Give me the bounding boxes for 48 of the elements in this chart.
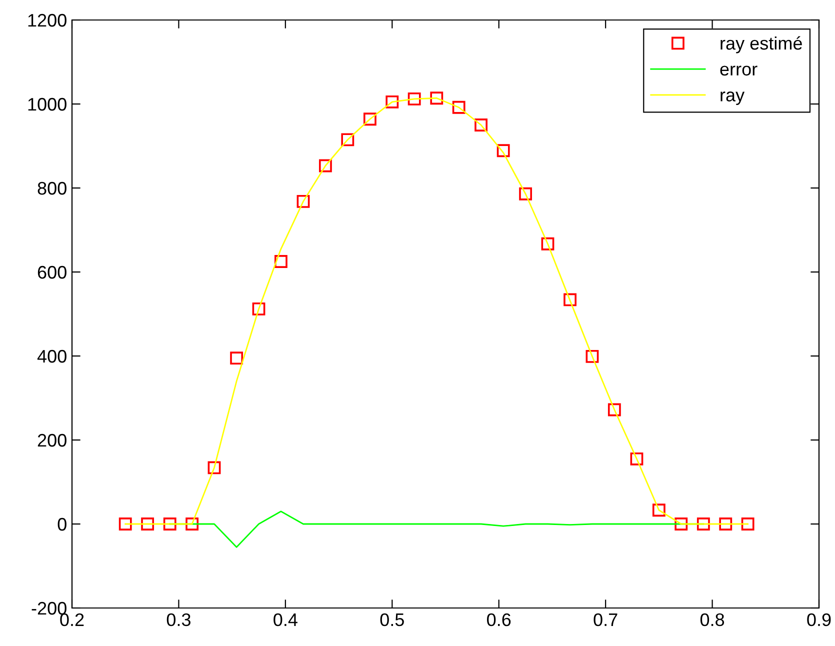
point <box>652 504 666 517</box>
point <box>430 92 444 105</box>
x-tick-label: 0.2 <box>60 613 84 626</box>
point <box>452 100 466 114</box>
point <box>274 255 288 268</box>
x-tick-label: 0.9 <box>807 613 831 626</box>
point <box>386 95 399 108</box>
y-tick-label: 800 <box>38 182 66 195</box>
legend-label: ray <box>720 92 745 106</box>
point <box>141 518 154 530</box>
y-tick-label: 0 <box>58 518 66 531</box>
point <box>519 187 532 200</box>
point <box>208 461 221 474</box>
point <box>118 518 132 530</box>
y-tick-label: 1000 <box>28 98 66 111</box>
point <box>318 159 332 172</box>
x-tick-label: 0.5 <box>380 613 404 626</box>
point <box>296 194 310 208</box>
y-tick-label: 200 <box>38 434 66 447</box>
x-tick-label: 0.7 <box>594 613 618 626</box>
legend-label: error <box>720 66 758 76</box>
legend-label: ray estimé <box>720 36 802 54</box>
point <box>252 302 266 316</box>
point <box>230 352 244 365</box>
point <box>741 518 754 530</box>
point <box>341 133 354 146</box>
point <box>408 92 421 106</box>
x-tick-label: 0.8 <box>700 613 724 626</box>
y-tick-label: 600 <box>38 266 66 279</box>
point <box>674 518 688 530</box>
point <box>163 518 176 530</box>
x-tick-label: 0.3 <box>166 613 190 626</box>
y-tick-label: 400 <box>37 350 66 363</box>
point <box>630 452 644 466</box>
point <box>474 118 488 132</box>
point <box>696 518 710 530</box>
point <box>186 518 199 530</box>
point <box>608 403 621 416</box>
point <box>496 144 510 158</box>
point <box>586 350 599 363</box>
point <box>564 293 576 306</box>
point <box>541 237 554 250</box>
x-tick-label: 0.4 <box>274 613 298 626</box>
point <box>719 518 732 530</box>
point <box>363 112 376 126</box>
y-tick-label: -200 <box>32 602 66 615</box>
x-tick-label: 0.6 <box>487 613 511 626</box>
y-tick-label: 1200 <box>28 14 66 27</box>
